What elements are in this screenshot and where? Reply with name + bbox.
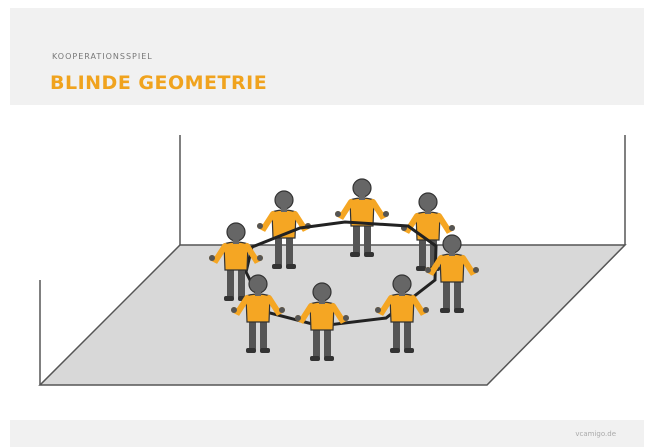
footer: vcamigo.de	[10, 420, 644, 447]
source: vcamigo.de	[575, 430, 616, 438]
illustration	[0, 0, 654, 420]
page: KOOPERATIONSSPIEL BLINDE GEOMETRIE	[0, 0, 654, 447]
